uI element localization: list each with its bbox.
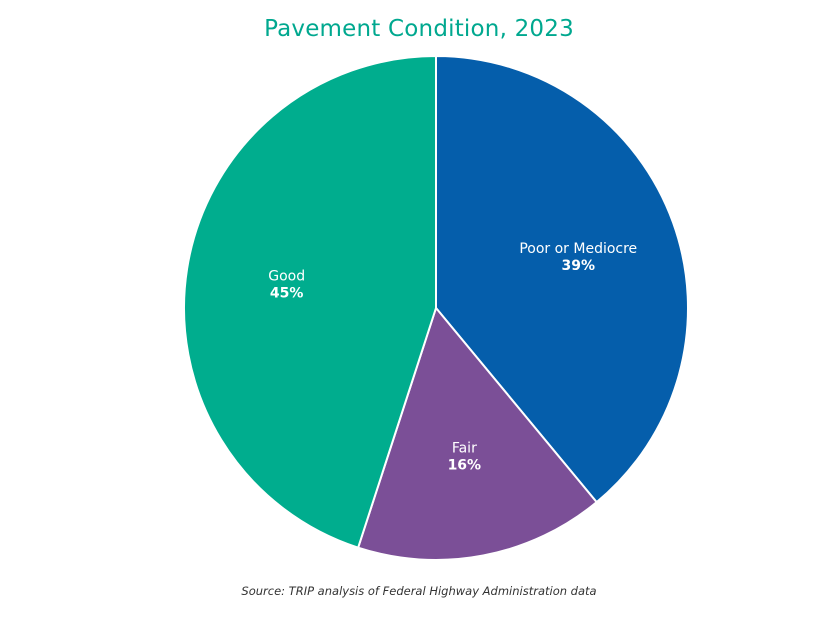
slice-label: Good (268, 268, 305, 284)
pie-slices (183, 54, 689, 561)
slice-value-label: 39% (562, 258, 596, 274)
pie-slice-poor-or-mediocre (435, 54, 689, 504)
slice-label: Fair (452, 441, 477, 457)
source-note: Source: TRIP analysis of Federal Highway… (241, 584, 597, 598)
pie-slice-good (183, 54, 437, 549)
chart-title: Pavement Condition, 2023 (264, 16, 574, 42)
slice-value-label: 16% (448, 458, 482, 474)
slice-label: Poor or Mediocre (519, 241, 637, 257)
slice-value-label: 45% (270, 285, 304, 301)
pie-slice-fair (356, 305, 599, 561)
